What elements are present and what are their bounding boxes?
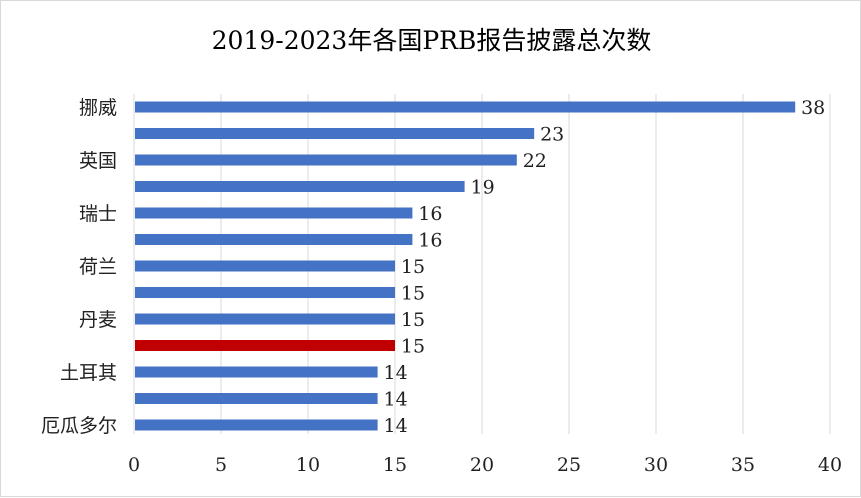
category-label: 英国 [79, 150, 117, 172]
bar [135, 340, 395, 351]
category-label: 荷兰 [79, 256, 117, 278]
data-label: 19 [471, 177, 495, 199]
bar [135, 260, 395, 272]
bar [135, 419, 378, 431]
bar [135, 128, 535, 139]
x-tick-label: 40 [818, 454, 842, 476]
bar [135, 313, 395, 325]
data-label: 38 [801, 97, 825, 119]
data-label: 14 [384, 415, 408, 437]
x-tick-label: 5 [215, 454, 227, 476]
bar [135, 234, 413, 245]
data-label: 15 [401, 283, 425, 305]
chart-title: 2019-2023年各国PRB报告披露总次数 [211, 26, 652, 55]
x-tick-label: 10 [296, 454, 320, 476]
bar [135, 287, 395, 298]
category-label: 瑞士 [79, 203, 117, 225]
data-label: 14 [384, 362, 408, 384]
category-label: 丹麦 [79, 309, 117, 331]
data-label: 23 [540, 124, 564, 146]
x-tick-label: 20 [470, 454, 494, 476]
bar [135, 207, 413, 219]
data-label: 22 [523, 150, 547, 172]
data-label: 15 [401, 256, 425, 278]
category-label: 挪威 [79, 97, 117, 119]
bar [135, 101, 796, 113]
category-label: 土耳其 [60, 362, 117, 384]
data-label: 15 [401, 336, 425, 358]
data-label: 14 [384, 389, 408, 411]
data-label: 16 [418, 203, 442, 225]
x-tick-label: 15 [383, 454, 407, 476]
x-tick-label: 25 [557, 454, 581, 476]
x-tick-label: 35 [731, 454, 755, 476]
category-label: 厄瓜多尔 [41, 415, 117, 437]
bar [135, 393, 378, 404]
x-tick-label: 0 [128, 454, 140, 476]
data-label: 15 [401, 309, 425, 331]
bar [135, 181, 465, 192]
bar [135, 366, 378, 378]
x-tick-label: 30 [644, 454, 668, 476]
bar [135, 154, 517, 166]
data-label: 16 [418, 230, 442, 252]
